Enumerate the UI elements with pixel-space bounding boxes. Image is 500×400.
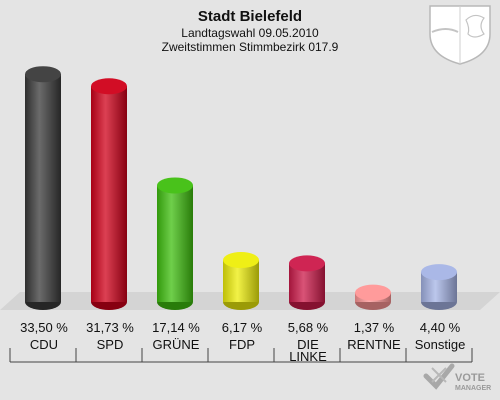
bar-rentne <box>355 284 391 310</box>
logo-text: VOTE <box>455 372 485 384</box>
bar-cdu <box>25 66 61 310</box>
value-label: 4,40 % <box>420 320 461 335</box>
chart-subtitle-date: Landtagswahl 09.05.2010 <box>181 26 319 40</box>
value-label: 17,14 % <box>152 320 200 335</box>
bar-die-linke <box>289 255 325 310</box>
value-labels: 33,50 % 31,73 % 17,14 % 6,17 % 5,68 % 1,37 % 4… <box>20 320 461 335</box>
category-label: FDP <box>229 337 255 352</box>
bar-sonstige <box>421 264 457 310</box>
value-label: 6,17 % <box>222 320 263 335</box>
category-label: SPD <box>97 337 124 352</box>
logo-subtext: MANAGER <box>455 385 491 392</box>
value-label: 33,50 % <box>20 320 68 335</box>
bar-grüne <box>157 177 193 310</box>
category-label: LINKE <box>289 349 327 364</box>
value-label: 5,68 % <box>288 320 329 335</box>
checkmark-icon <box>423 363 455 390</box>
category-label: Sonstige <box>415 337 466 352</box>
bar-spd <box>91 78 127 310</box>
category-label: RENTNE <box>347 337 401 352</box>
category-label: DIE <box>297 337 319 352</box>
category-separators <box>9 348 473 363</box>
vote-manager-logo: VOTE MANAGER <box>423 363 491 392</box>
chart-subtitle-district: Zweitstimmen Stimmbezirk 017.9 <box>162 40 339 54</box>
value-label: 1,37 % <box>354 320 395 335</box>
chart-title: Stadt Bielefeld <box>198 8 302 25</box>
category-label: CDU <box>30 337 58 352</box>
category-label: GRÜNE <box>153 337 200 352</box>
bars-group <box>25 66 457 310</box>
value-label: 31,73 % <box>86 320 134 335</box>
coat-of-arms-icon <box>429 5 491 65</box>
bar-fdp <box>223 252 259 310</box>
